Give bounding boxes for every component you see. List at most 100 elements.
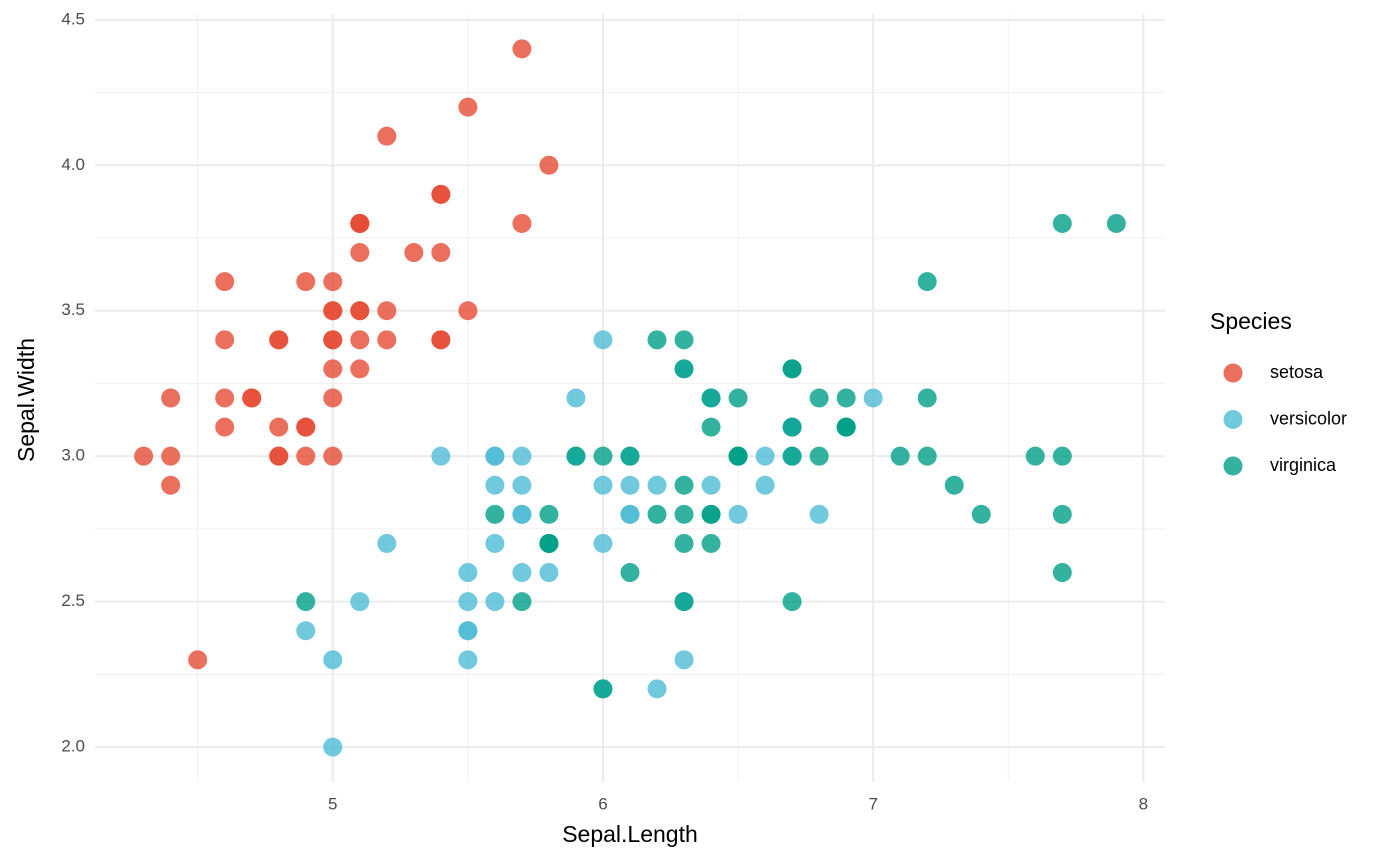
- point: [782, 417, 802, 437]
- point: [512, 446, 532, 466]
- point: [701, 417, 721, 437]
- point: [1025, 446, 1045, 466]
- x-axis-title: Sepal.Length: [562, 821, 698, 847]
- point: [296, 621, 316, 641]
- point: [350, 359, 370, 379]
- point: [539, 563, 559, 583]
- point: [809, 504, 829, 524]
- x-tick-label: 8: [1139, 794, 1148, 813]
- point: [215, 272, 235, 292]
- point: [269, 330, 289, 350]
- y-tick-label: 2.5: [61, 591, 85, 610]
- point: [431, 446, 451, 466]
- point: [674, 330, 694, 350]
- point: [431, 184, 451, 204]
- legend-title: Species: [1210, 308, 1292, 334]
- y-tick-label: 2.0: [61, 737, 85, 756]
- point: [458, 592, 478, 612]
- point: [296, 272, 316, 292]
- legend-label: versicolor: [1270, 408, 1347, 428]
- point: [512, 475, 532, 495]
- point: [1106, 213, 1126, 233]
- legend-swatch: [1223, 363, 1243, 383]
- point: [944, 475, 964, 495]
- x-tick-label: 6: [598, 794, 607, 813]
- point: [620, 475, 640, 495]
- point: [566, 446, 586, 466]
- point: [701, 533, 721, 553]
- point: [215, 388, 235, 408]
- x-tick-label: 7: [868, 794, 877, 813]
- point: [917, 272, 937, 292]
- point: [323, 359, 343, 379]
- point: [512, 39, 532, 59]
- point: [674, 475, 694, 495]
- point: [377, 533, 397, 553]
- point: [782, 446, 802, 466]
- point: [323, 301, 343, 321]
- point: [512, 213, 532, 233]
- point: [782, 592, 802, 612]
- point: [269, 446, 289, 466]
- point: [647, 504, 667, 524]
- point: [728, 388, 748, 408]
- point: [350, 592, 370, 612]
- point: [458, 621, 478, 641]
- point: [809, 446, 829, 466]
- point: [593, 679, 613, 699]
- point: [350, 330, 370, 350]
- point: [593, 446, 613, 466]
- point: [350, 301, 370, 321]
- point: [674, 533, 694, 553]
- point: [458, 563, 478, 583]
- y-tick-label: 3.5: [61, 300, 85, 319]
- legend-swatch: [1223, 410, 1243, 429]
- point: [485, 475, 505, 495]
- point: [890, 446, 910, 466]
- point: [350, 243, 370, 263]
- point: [188, 650, 208, 670]
- point: [350, 213, 370, 233]
- x-tick-label: 5: [328, 794, 337, 813]
- point: [323, 272, 343, 292]
- point: [485, 592, 505, 612]
- point: [1052, 213, 1072, 233]
- point: [755, 446, 775, 466]
- point: [512, 592, 532, 612]
- point: [620, 563, 640, 583]
- point: [242, 388, 262, 408]
- y-tick-label: 3.0: [61, 446, 85, 465]
- point: [836, 417, 856, 437]
- point: [1052, 504, 1072, 524]
- point: [431, 243, 451, 263]
- point: [620, 446, 640, 466]
- legend-swatch: [1223, 456, 1243, 476]
- point: [296, 592, 316, 612]
- point: [161, 446, 181, 466]
- point: [269, 417, 289, 437]
- point: [593, 533, 613, 553]
- point: [728, 446, 748, 466]
- legend-label: setosa: [1270, 362, 1324, 382]
- point: [512, 563, 532, 583]
- point: [674, 650, 694, 670]
- point: [404, 243, 424, 263]
- point: [863, 388, 883, 408]
- point: [620, 504, 640, 524]
- point: [1052, 563, 1072, 583]
- point: [647, 679, 667, 699]
- point: [485, 446, 505, 466]
- point: [782, 359, 802, 379]
- point: [485, 504, 505, 524]
- point: [971, 504, 991, 524]
- point: [809, 388, 829, 408]
- point: [701, 475, 721, 495]
- point: [323, 388, 343, 408]
- point: [215, 417, 235, 437]
- point: [539, 155, 559, 175]
- point: [674, 504, 694, 524]
- point: [161, 475, 181, 495]
- legend-label: virginica: [1270, 455, 1337, 475]
- point: [539, 533, 559, 553]
